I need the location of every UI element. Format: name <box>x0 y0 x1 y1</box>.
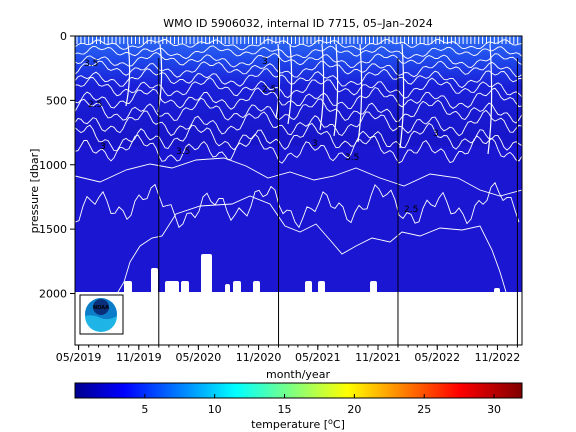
colorbar-tick-label: 25 <box>417 403 431 416</box>
contour-label: 3.5 <box>345 153 359 163</box>
chart-title: WMO ID 5906032, internal ID 7715, 05–Jan… <box>163 17 433 30</box>
isotherm <box>333 43 339 137</box>
noaa-logo-text: NOAA <box>93 305 109 311</box>
colorbar-tick-label: 20 <box>347 403 361 416</box>
missing-data-gap <box>181 281 189 295</box>
plot-frame <box>74 35 523 346</box>
temperature-field: 3.5 3 2.5 2.5 3 3.5 3 3.5 3 2.5 <box>75 36 522 345</box>
contour-label: 3.5 <box>176 147 190 157</box>
plot-area: 3.5 3 2.5 2.5 3 3.5 3 3.5 3 2.5 <box>74 35 523 346</box>
missing-data-gap <box>151 268 158 295</box>
isotherm <box>75 68 522 89</box>
x-tick-label: 11/2019 <box>116 351 162 364</box>
x-tick-label: 11/2021 <box>355 351 401 364</box>
missing-data-gap <box>124 281 132 295</box>
isotherm <box>75 86 522 110</box>
x-tick-label: 05/2021 <box>295 351 341 364</box>
isotherm <box>117 195 507 293</box>
x-tick-label: 05/2020 <box>176 351 222 364</box>
colorbar-tick-label: 5 <box>141 403 148 416</box>
missing-data-gap <box>233 281 241 295</box>
contour-label: 2.5 <box>262 85 276 95</box>
isotherm <box>75 133 522 164</box>
contour-label: 2.5 <box>404 205 418 215</box>
x-tick-label: 05/2019 <box>56 351 102 364</box>
isotherm <box>75 60 522 78</box>
profile-tick-marks <box>76 36 519 44</box>
colorbar-ticks: 5 10 15 20 25 30 <box>141 394 501 416</box>
isotherm <box>75 97 522 124</box>
y-axis: 0 500 1000 1500 2000 <box>39 30 75 301</box>
colorbar-gradient <box>74 382 523 399</box>
colorbar-label-prefix: temperature [ <box>251 418 328 431</box>
isotherm <box>275 43 281 119</box>
y-tick-label: 1500 <box>39 223 67 236</box>
contour-label: 3.5 <box>84 59 98 69</box>
missing-data-gap <box>370 281 377 295</box>
isotherm <box>75 109 522 137</box>
isotherm <box>75 122 522 152</box>
colorbar-label-unit: C] <box>333 418 345 431</box>
missing-data-gap <box>165 281 179 295</box>
isotherm <box>487 43 493 155</box>
missing-data-gap <box>225 284 230 295</box>
contour-lines <box>75 38 522 293</box>
noaa-logo: NOAA <box>79 294 124 335</box>
contour-label: 3 <box>262 57 268 67</box>
x-tick-label: 11/2022 <box>475 351 521 364</box>
isotherm <box>75 181 520 229</box>
y-tick-label: 2000 <box>39 288 67 301</box>
isotherm <box>319 43 325 131</box>
missing-data-gap <box>305 281 312 295</box>
contour-label: 3 <box>100 142 106 152</box>
x-axis-label: month/year <box>266 368 330 381</box>
x-axis: 05/2019 11/2019 05/2020 11/2020 05/2021 11/20… <box>56 345 521 364</box>
y-tick-label: 500 <box>46 94 67 107</box>
isotherm <box>125 43 131 107</box>
isotherm <box>75 51 522 69</box>
isotherm <box>287 43 293 125</box>
colorbar-label: temperature [oC] <box>251 417 345 431</box>
missing-data-gap <box>318 281 325 295</box>
isotherm <box>75 45 522 60</box>
contour-label: 3 <box>433 129 439 139</box>
bottom-gaps <box>75 254 522 345</box>
colorbar-tick-label: 30 <box>487 403 501 416</box>
y-tick-label: 0 <box>60 30 67 43</box>
contour-labels: 3.5 3 2.5 2.5 3 3.5 3 3.5 3 2.5 <box>84 57 439 215</box>
isotherm <box>399 43 405 149</box>
isotherm <box>75 77 522 99</box>
below-profile-area <box>75 293 522 345</box>
colorbar-tick-label: 10 <box>208 403 222 416</box>
y-axis-label: pressure [dbar] <box>28 149 41 234</box>
y-tick-label: 1000 <box>39 159 67 172</box>
x-tick-label: 11/2020 <box>236 351 282 364</box>
colorbar: 5 10 15 20 25 30 temperature [oC] <box>74 382 523 431</box>
isotherm <box>357 43 363 143</box>
missing-data-gap <box>494 288 500 295</box>
contour-label: 2.5 <box>88 100 102 110</box>
isotherm <box>75 157 522 197</box>
missing-data-gap <box>253 281 260 295</box>
degree-sign-icon: o <box>328 417 333 426</box>
x-tick-label: 05/2022 <box>414 351 460 364</box>
missing-data-gap <box>201 254 212 295</box>
contour-label: 3 <box>312 139 318 149</box>
colorbar-tick-label: 15 <box>278 403 292 416</box>
